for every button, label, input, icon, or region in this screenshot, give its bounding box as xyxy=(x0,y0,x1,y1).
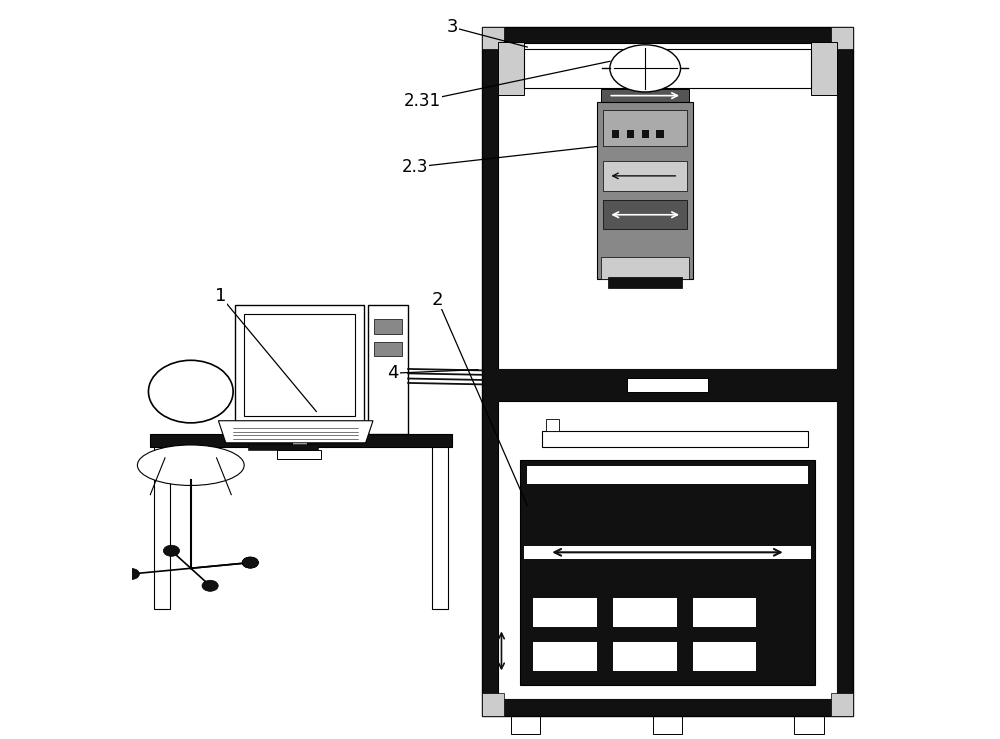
Text: 1: 1 xyxy=(215,287,226,305)
Bar xyxy=(601,89,689,102)
Bar xyxy=(498,44,837,369)
Bar xyxy=(482,27,853,715)
Bar xyxy=(627,130,634,137)
Bar xyxy=(374,319,402,334)
Bar xyxy=(693,599,756,627)
Bar xyxy=(154,447,170,609)
Bar xyxy=(527,466,808,485)
Bar xyxy=(498,401,837,699)
Bar xyxy=(368,304,408,434)
Bar xyxy=(150,434,452,447)
Bar xyxy=(603,200,687,230)
Ellipse shape xyxy=(163,545,180,556)
Ellipse shape xyxy=(202,580,218,591)
Bar xyxy=(542,431,808,447)
Bar xyxy=(482,27,853,715)
Bar xyxy=(482,369,853,401)
Ellipse shape xyxy=(610,45,681,92)
Bar xyxy=(533,642,597,671)
Text: 2: 2 xyxy=(432,290,443,309)
Text: 4: 4 xyxy=(387,364,399,382)
Bar xyxy=(482,27,504,50)
Bar xyxy=(811,42,837,95)
Bar xyxy=(498,42,524,95)
Bar xyxy=(235,304,364,434)
Bar xyxy=(597,102,693,279)
Bar xyxy=(603,109,687,146)
Bar xyxy=(653,715,682,734)
Ellipse shape xyxy=(242,557,258,568)
Bar xyxy=(511,715,540,734)
Bar xyxy=(277,451,321,460)
Text: 2.3: 2.3 xyxy=(402,158,429,176)
Text: 3: 3 xyxy=(446,18,458,36)
Bar xyxy=(546,419,559,431)
Bar xyxy=(524,545,811,559)
Bar xyxy=(482,27,498,715)
Bar xyxy=(608,277,682,287)
Bar xyxy=(520,460,815,684)
Bar xyxy=(482,699,853,715)
Ellipse shape xyxy=(242,557,258,568)
Ellipse shape xyxy=(123,568,139,579)
Bar xyxy=(831,27,853,50)
Bar xyxy=(244,313,355,416)
Bar xyxy=(831,693,853,715)
Bar xyxy=(533,599,597,627)
Text: 2.31: 2.31 xyxy=(404,92,441,110)
Bar xyxy=(656,130,664,137)
Bar xyxy=(613,599,677,627)
Bar xyxy=(248,444,318,450)
Bar xyxy=(642,130,649,137)
Bar xyxy=(432,447,448,609)
Bar xyxy=(612,130,619,137)
Bar xyxy=(837,27,853,715)
Bar xyxy=(601,257,689,279)
Ellipse shape xyxy=(148,361,233,423)
Bar xyxy=(627,378,708,392)
Bar xyxy=(482,27,853,44)
Bar xyxy=(693,642,756,671)
Bar xyxy=(292,434,307,452)
Bar xyxy=(482,693,504,715)
Bar xyxy=(603,161,687,191)
Bar xyxy=(524,50,811,87)
Bar xyxy=(613,642,677,671)
Bar xyxy=(374,341,402,356)
Ellipse shape xyxy=(137,445,244,486)
Polygon shape xyxy=(218,420,373,443)
Bar xyxy=(794,715,824,734)
